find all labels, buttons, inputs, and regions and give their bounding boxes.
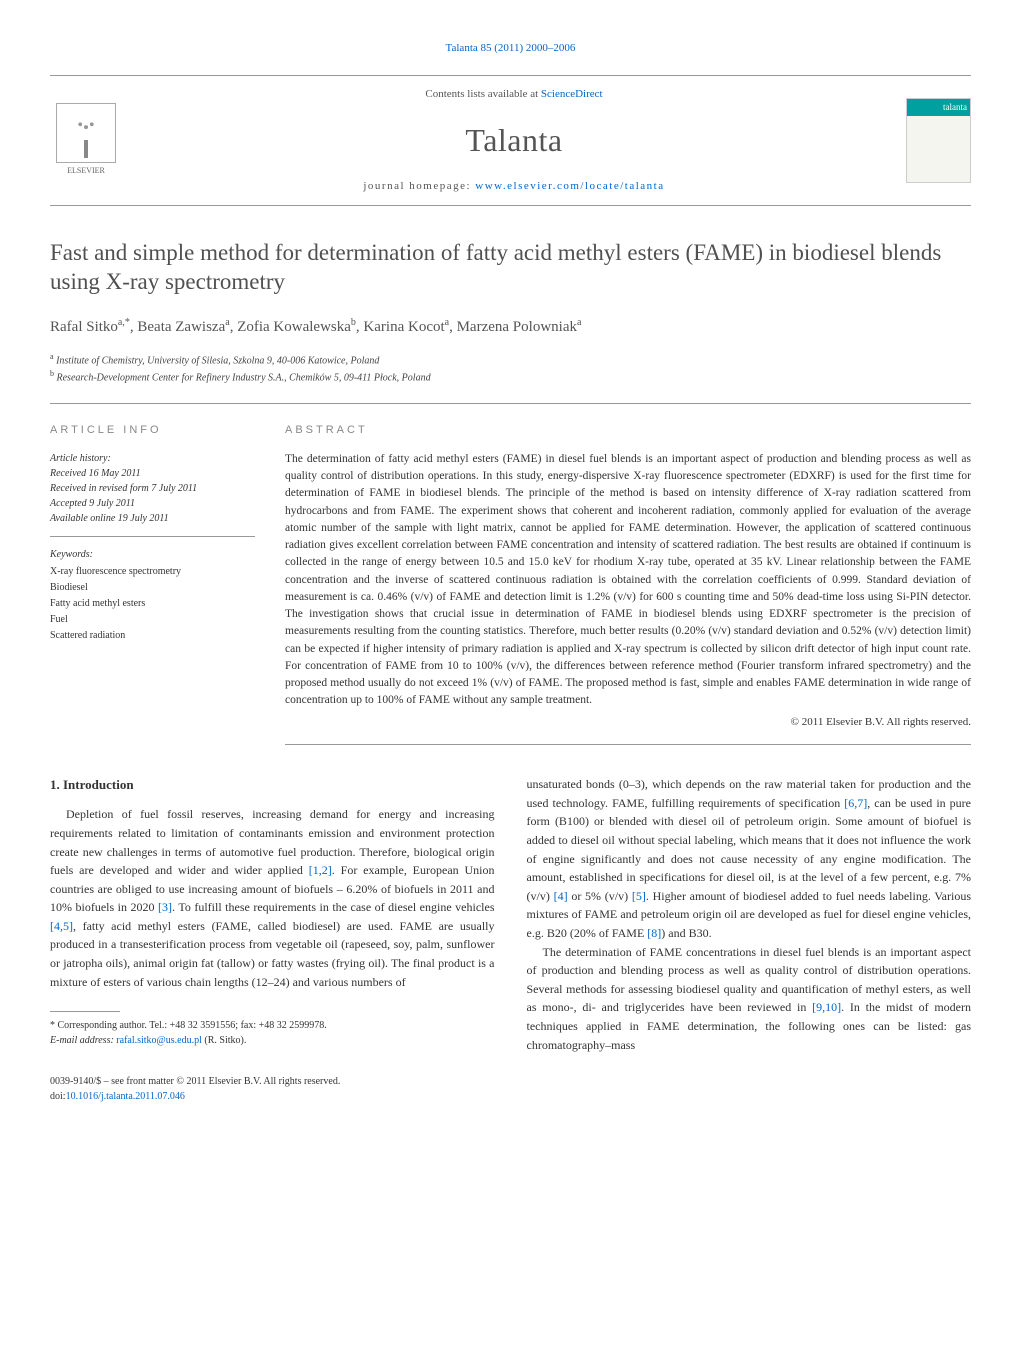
affiliations: a Institute of Chemistry, University of … — [50, 351, 971, 386]
journal-cover-thumbnail: talanta — [906, 98, 971, 183]
citation-link[interactable]: [4,5] — [50, 919, 73, 933]
keywords-label: Keywords: — [50, 547, 255, 563]
journal-name: Talanta — [142, 116, 886, 164]
citation-link[interactable]: [3] — [158, 900, 172, 914]
body-columns: 1. Introduction Depletion of fuel fossil… — [50, 775, 971, 1104]
footer-block: 0039-9140/$ – see front matter © 2011 El… — [50, 1074, 495, 1104]
elsevier-tree-icon — [56, 103, 116, 163]
doi-line: doi:10.1016/j.talanta.2011.07.046 — [50, 1089, 495, 1104]
footnote-marker: * — [50, 1020, 55, 1031]
journal-header-bar: ELSEVIER Contents lists available at Sci… — [50, 75, 971, 206]
cover-brand-label: talanta — [907, 99, 970, 117]
elsevier-label: ELSEVIER — [67, 165, 105, 177]
header-center: Contents lists available at ScienceDirec… — [142, 86, 886, 195]
keyword-item: Scattered radiation — [50, 628, 255, 644]
contents-line: Contents lists available at ScienceDirec… — [142, 86, 886, 103]
intro-paragraph-3: The determination of FAME concentrations… — [527, 943, 972, 1055]
intro-paragraph-2: unsaturated bonds (0–3), which depends o… — [527, 775, 972, 942]
citation-link[interactable]: [4] — [554, 889, 568, 903]
homepage-prefix: journal homepage: — [363, 180, 475, 192]
article-info-header: article info — [50, 422, 255, 439]
intro-paragraph-1: Depletion of fuel fossil reserves, incre… — [50, 805, 495, 991]
citation-link[interactable]: [1,2] — [309, 863, 332, 877]
article-info-column: article info Article history: Received 1… — [50, 422, 255, 745]
info-abstract-row: article info Article history: Received 1… — [50, 403, 971, 745]
citation-link[interactable]: [8] — [647, 926, 661, 940]
history-label: Article history: — [50, 451, 255, 466]
abstract-header: abstract — [285, 422, 971, 439]
email-label: E-mail address: — [50, 1035, 114, 1046]
affiliation-b: b Research-Development Center for Refine… — [50, 368, 971, 385]
corresponding-author-footnote: * Corresponding author. Tel.: +48 32 359… — [50, 1018, 495, 1048]
keyword-item: Fuel — [50, 612, 255, 628]
footnote-rule — [50, 1011, 120, 1012]
keywords-block: Keywords: X-ray fluorescence spectrometr… — [50, 547, 255, 644]
article-title: Fast and simple method for determination… — [50, 238, 971, 298]
history-block: Article history: Received 16 May 2011 Re… — [50, 451, 255, 537]
journal-reference: Talanta 85 (2011) 2000–2006 — [50, 40, 971, 57]
journal-ref-link[interactable]: Talanta 85 (2011) 2000–2006 — [446, 42, 576, 54]
abstract-column: abstract The determination of fatty acid… — [285, 422, 971, 745]
citation-link[interactable]: [5] — [632, 889, 646, 903]
body-column-right: unsaturated bonds (0–3), which depends o… — [527, 775, 972, 1104]
elsevier-logo: ELSEVIER — [50, 100, 122, 180]
accepted-date: Accepted 9 July 2011 — [50, 496, 255, 511]
received-date: Received 16 May 2011 — [50, 466, 255, 481]
citation-link[interactable]: [6,7] — [844, 796, 867, 810]
online-date: Available online 19 July 2011 — [50, 511, 255, 526]
affiliation-a: a Institute of Chemistry, University of … — [50, 351, 971, 368]
abstract-copyright: © 2011 Elsevier B.V. All rights reserved… — [285, 714, 971, 731]
doi-link[interactable]: 10.1016/j.talanta.2011.07.046 — [66, 1091, 185, 1102]
keyword-item: Biodiesel — [50, 580, 255, 596]
body-column-left: 1. Introduction Depletion of fuel fossil… — [50, 775, 495, 1104]
keyword-item: X-ray fluorescence spectrometry — [50, 564, 255, 580]
email-suffix: (R. Sitko). — [204, 1035, 246, 1046]
section-heading-intro: 1. Introduction — [50, 775, 495, 795]
footnote-text: Corresponding author. Tel.: +48 32 35915… — [58, 1020, 327, 1031]
homepage-link[interactable]: www.elsevier.com/locate/talanta — [475, 180, 664, 192]
revised-date: Received in revised form 7 July 2011 — [50, 481, 255, 496]
corresponding-email-link[interactable]: rafal.sitko@us.edu.pl — [116, 1035, 202, 1046]
contents-prefix: Contents lists available at — [425, 88, 540, 100]
sciencedirect-link[interactable]: ScienceDirect — [541, 88, 603, 100]
author-list: Rafal Sitkoa,*, Beata Zawiszaa, Zofia Ko… — [50, 315, 971, 339]
citation-link[interactable]: [9,10] — [812, 1000, 841, 1014]
keyword-item: Fatty acid methyl esters — [50, 596, 255, 612]
abstract-text: The determination of fatty acid methyl e… — [285, 451, 971, 710]
homepage-line: journal homepage: www.elsevier.com/locat… — [142, 178, 886, 195]
issn-line: 0039-9140/$ – see front matter © 2011 El… — [50, 1074, 495, 1089]
